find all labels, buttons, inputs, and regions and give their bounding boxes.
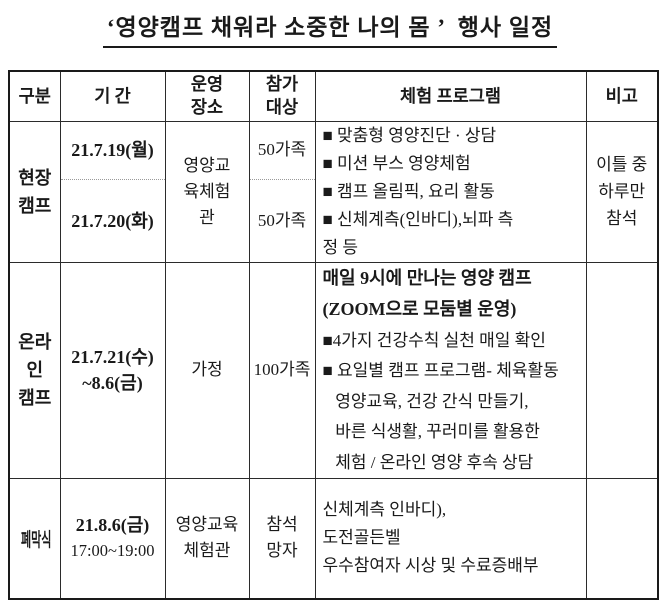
onsite-category-cell: 현장 캠프 — [8, 120, 61, 263]
closing-period-cell: 21.8.6(금) 17:00~19:00 — [59, 478, 166, 599]
title-container: ‘영양캠프 채워라 소중한 나의 몸 ’ 행사 일정 — [0, 8, 660, 48]
closing-participants-cell: 참석 망자 — [248, 478, 316, 599]
online-program-headline: 매일 9시에 만나는 영양 캠프 (ZOOM으로 모둠별 운영) — [322, 267, 532, 320]
online-participants-cell: 100가족 — [248, 261, 316, 479]
closing-program-cell: 신체계측 인바디), 도전골든벨 우수참여자 시상 및 수료증배부 — [314, 478, 587, 599]
schedule-table: 구분 기 간 운영 장소 참가 대상 체험 프로그램 비고 현장 캠프 21.7… — [8, 70, 659, 600]
onsite-camp-row-day1: 현장 캠프 21.7.19(월) 영양교 육체험 관 50가족 ■ 맞춤형 영양… — [8, 120, 659, 263]
closing-note-cell — [585, 478, 659, 599]
header-program: 체험 프로그램 — [314, 70, 587, 122]
online-category-cell: 온라 인 캠프 — [8, 261, 61, 479]
header-row: 구분 기 간 운영 장소 참가 대상 체험 프로그램 비고 — [8, 70, 659, 122]
onsite-participants-day2-cell: 50가족 — [248, 179, 316, 263]
page-title: ‘영양캠프 채워라 소중한 나의 몸 ’ 행사 일정 — [102, 8, 558, 48]
online-venue-cell: 가정 — [164, 261, 250, 479]
closing-period-time: 17:00~19:00 — [70, 541, 155, 561]
onsite-participants-day1-cell: 50가족 — [248, 120, 316, 180]
online-program-cell: 매일 9시에 만나는 영양 캠프 (ZOOM으로 모둠별 운영) ■4가지 건강… — [314, 261, 587, 479]
online-program-details: ■4가지 건강수칙 실천 매일 확인 ■ 요일별 캠프 프로그램- 체육활동 영… — [322, 330, 559, 472]
header-venue: 운영 장소 — [164, 70, 250, 122]
onsite-venue-cell: 영양교 육체험 관 — [164, 120, 250, 263]
onsite-camp-row-day2: 21.7.20(화) 50가족 — [9, 179, 658, 263]
onsite-period-day1-cell: 21.7.19(월) — [59, 120, 166, 180]
header-category: 구분 — [8, 70, 61, 122]
online-camp-row: 온라 인 캠프 21.7.21(수) ~8.6(금) 가정 100가족 매일 9… — [8, 261, 659, 479]
header-participants: 참가 대상 — [248, 70, 316, 122]
closing-period-date: 21.8.6(금) — [75, 515, 150, 536]
online-period-cell: 21.7.21(수) ~8.6(금) — [59, 261, 166, 479]
header-period: 기 간 — [59, 70, 166, 122]
online-note-cell — [585, 261, 659, 479]
closing-category-cell: 폐막식 — [8, 478, 61, 599]
closing-category-label: 폐막식 — [21, 529, 52, 551]
onsite-program-cell: ■ 맞춤형 영양진단 · 상담 ■ 미션 부스 영양체험 ■ 캠프 올림픽, 요… — [314, 120, 587, 263]
closing-venue-cell: 영양교육 체험관 — [164, 478, 250, 599]
onsite-note-cell: 이틀 중 하루만 참석 — [585, 120, 659, 263]
onsite-period-day2-cell: 21.7.20(화) — [59, 179, 166, 263]
header-note: 비고 — [585, 70, 659, 122]
closing-ceremony-row: 폐막식 21.8.6(금) 17:00~19:00 영양교육 체험관 참석 망자 … — [8, 478, 659, 599]
